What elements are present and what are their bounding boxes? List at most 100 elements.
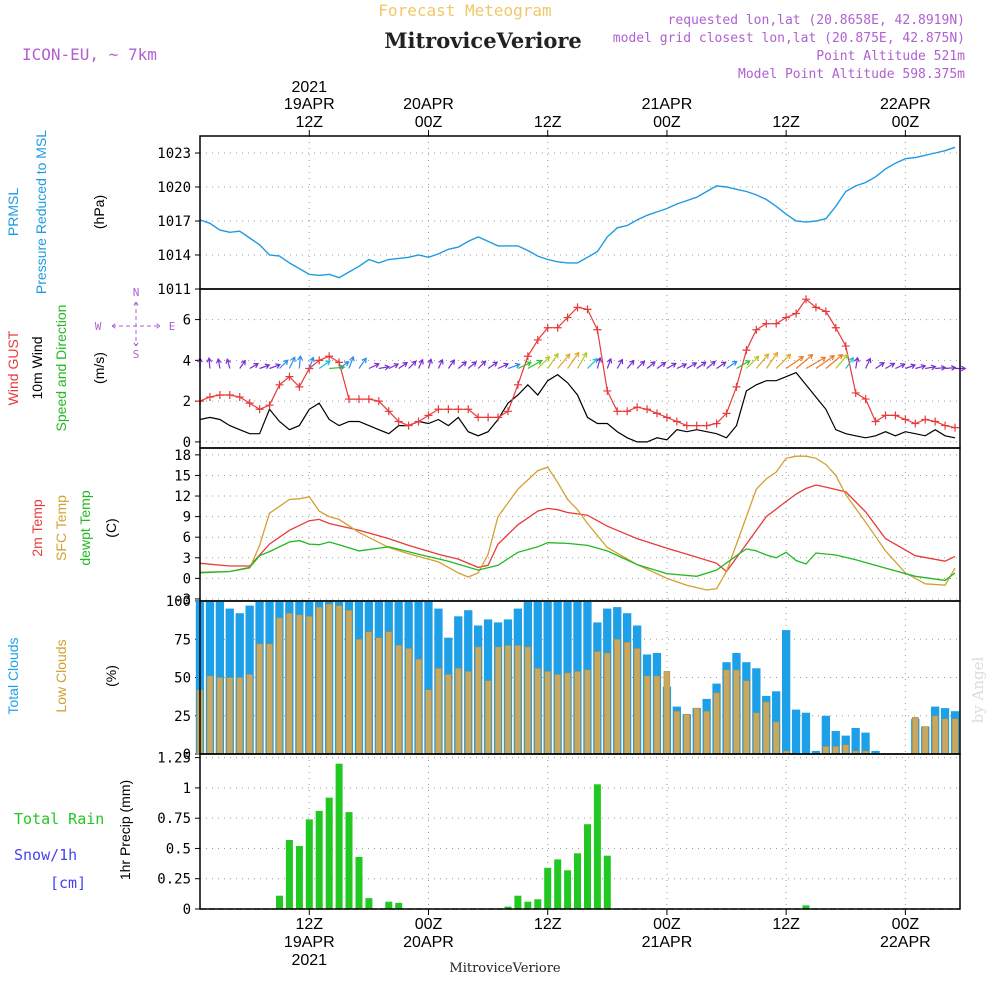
rain-bar bbox=[335, 763, 343, 909]
rain-bar bbox=[554, 859, 562, 909]
gust-marker bbox=[901, 415, 910, 424]
top-axis-hour: 12Z bbox=[534, 114, 562, 131]
gust-marker bbox=[285, 372, 294, 381]
bottom-axis-date: 22APR bbox=[880, 934, 931, 951]
low-clouds-bar bbox=[276, 617, 283, 755]
low-clouds-bar bbox=[355, 639, 363, 755]
gust-marker bbox=[752, 325, 761, 334]
clouds-ytick-label: 0 bbox=[183, 747, 191, 763]
gust-marker bbox=[345, 395, 354, 404]
temperature-ytick-label: 3 bbox=[183, 551, 191, 567]
chart-title: MitroviceVeriore bbox=[384, 28, 582, 53]
gust-marker bbox=[871, 417, 880, 426]
wind-direction-arrow bbox=[587, 357, 599, 369]
bottom-axis-hour: 00Z bbox=[892, 916, 920, 933]
bottom-station-name: MitroviceVeriore bbox=[449, 961, 561, 976]
wind-direction-arrow bbox=[348, 355, 355, 369]
gust-marker bbox=[414, 417, 423, 426]
panel-pressure: 1011 1014 1017 1020 1023 PRMSL Pressure Reduce… bbox=[5, 130, 961, 298]
rain-bar bbox=[504, 906, 512, 909]
gust-marker bbox=[563, 313, 572, 322]
wind-direction-arrow bbox=[318, 360, 331, 369]
bottom-axis-hour: 00Z bbox=[415, 916, 443, 933]
rain-bar bbox=[276, 895, 283, 909]
gust-marker bbox=[513, 380, 522, 389]
low-clouds-bar bbox=[296, 614, 303, 755]
model-label: ICON-EU, ~ 7km bbox=[22, 45, 157, 64]
wind-direction-arrow bbox=[547, 352, 559, 369]
low-clouds-bar bbox=[733, 669, 740, 755]
gust-marker bbox=[861, 395, 870, 404]
low-clouds-bar bbox=[246, 674, 253, 755]
rain-bar bbox=[395, 902, 403, 909]
low-clouds-bar bbox=[315, 606, 323, 755]
panel-temperature: -3 0 3 6 9 12 15 18 2m Temp SFC Temp dewpt Temp (C) bbox=[29, 447, 961, 608]
rain-bar bbox=[524, 901, 532, 909]
wind-direction-arrow bbox=[259, 363, 271, 370]
top-axis-year: 2021 bbox=[291, 79, 327, 96]
low-clouds-bar bbox=[216, 677, 224, 755]
wind-direction-arrow bbox=[398, 361, 409, 369]
bottom-axis-year: 2021 bbox=[291, 952, 327, 969]
wind-direction-arrow bbox=[825, 353, 844, 369]
low-clouds-bar bbox=[335, 605, 343, 755]
precip-ytick-label: 0 bbox=[183, 902, 191, 918]
label-sfc-temp: SFC Temp bbox=[53, 495, 69, 561]
low-clouds-bar bbox=[723, 669, 730, 755]
rain-bar bbox=[285, 840, 293, 909]
low-clouds-bar bbox=[405, 648, 412, 755]
wind-direction-arrow bbox=[815, 355, 836, 369]
rain-bar bbox=[534, 899, 542, 909]
gust-marker bbox=[474, 413, 483, 422]
gust-marker bbox=[245, 399, 254, 408]
gust-marker bbox=[821, 307, 830, 316]
wind-direction-arrow bbox=[854, 356, 860, 369]
wind-direction-arrow bbox=[745, 355, 760, 369]
low-clouds-bar bbox=[395, 645, 402, 755]
rain-bar bbox=[315, 810, 323, 909]
wind-direction-arrow bbox=[477, 360, 487, 369]
low-clouds-bar bbox=[822, 746, 830, 755]
low-clouds-bar bbox=[484, 680, 492, 755]
wind-direction-arrow bbox=[388, 363, 400, 370]
wind-direction-arrow bbox=[736, 360, 751, 370]
wind-direction-arrow bbox=[308, 356, 315, 369]
bottom-axis-date: 20APR bbox=[403, 934, 454, 951]
wind-direction-arrow bbox=[447, 359, 455, 369]
gust-marker bbox=[652, 409, 661, 418]
wind-direction-arrow bbox=[755, 353, 770, 369]
panel-wind: 0 2 4 6 Wind GUST 10m Wind Speed and Direction… bbox=[5, 286, 967, 451]
rain-bar bbox=[305, 819, 313, 909]
total-clouds-bar bbox=[791, 709, 801, 754]
gust-marker bbox=[543, 323, 552, 332]
low-clouds-bar bbox=[683, 713, 691, 755]
wind-direction-arrow bbox=[636, 360, 646, 369]
rain-bar bbox=[365, 898, 373, 909]
low-clouds-bar bbox=[842, 744, 850, 755]
wind-direction-arrow bbox=[497, 362, 510, 370]
label-snow-unit: [cm] bbox=[50, 874, 86, 892]
wind-direction-arrow bbox=[368, 362, 380, 370]
low-clouds-bar bbox=[912, 717, 919, 755]
top-axis-hour: 00Z bbox=[892, 114, 920, 131]
label-prmsl: PRMSL bbox=[5, 188, 21, 236]
gust-marker bbox=[255, 405, 264, 414]
wind-direction-arrow bbox=[269, 363, 282, 370]
low-clouds-bar bbox=[941, 718, 949, 755]
gust-marker bbox=[692, 421, 701, 430]
low-clouds-bar bbox=[703, 710, 710, 755]
temperature-ytick-label: 0 bbox=[183, 571, 191, 587]
bottom-axis-hour: 12Z bbox=[772, 916, 800, 933]
low-clouds-bar bbox=[206, 675, 214, 755]
wind-direction-arrow bbox=[925, 364, 937, 371]
total-clouds-bar bbox=[871, 750, 880, 754]
pressure-ytick-label: 1014 bbox=[157, 248, 191, 264]
total-clouds-bar bbox=[782, 630, 791, 754]
gust-marker bbox=[643, 405, 652, 414]
gust-marker bbox=[911, 419, 920, 428]
watermark: by Angel bbox=[969, 656, 987, 723]
precip-frame bbox=[199, 753, 961, 910]
precip-ytick-label: 1 bbox=[183, 781, 191, 797]
wind-direction-arrow bbox=[206, 357, 213, 369]
compass-north: N bbox=[133, 286, 140, 299]
